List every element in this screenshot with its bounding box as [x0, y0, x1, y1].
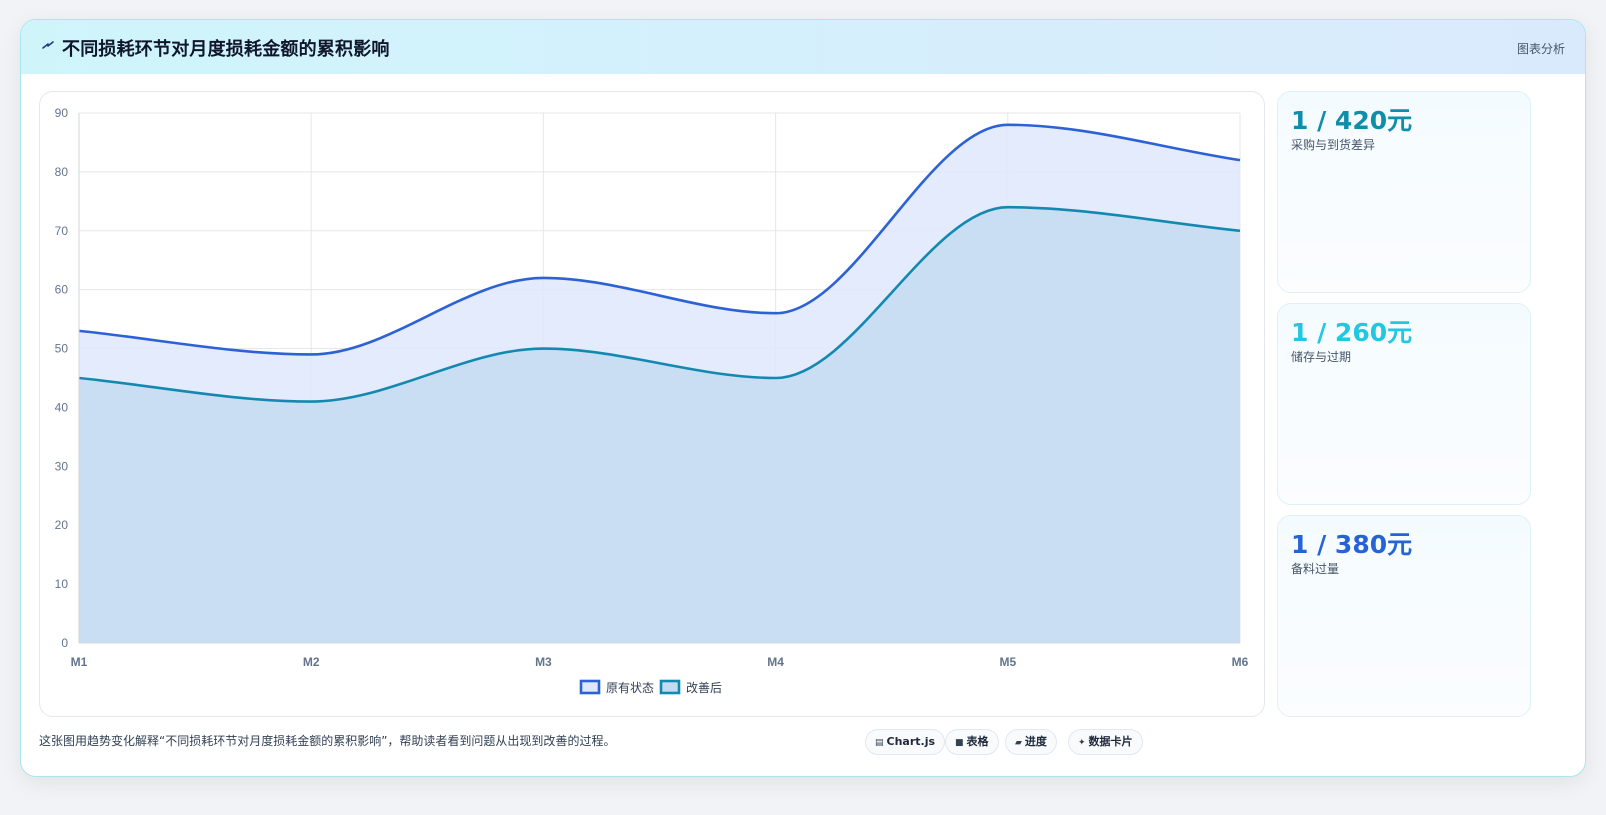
stat-label: 备料过量 [1291, 562, 1340, 576]
y-tick-label: 30 [55, 459, 69, 473]
stat-card-procurement: 1 / 420元 采购与到货差异 [1277, 91, 1531, 293]
y-tick-label: 10 [55, 577, 69, 591]
chip-table[interactable]: ■ 表格 [945, 729, 999, 755]
y-tick-label: 70 [55, 224, 69, 238]
chip-chartjs[interactable]: ▤ Chart.js [865, 729, 946, 755]
lightning-icon [42, 41, 54, 49]
x-tick-label: M5 [999, 655, 1016, 669]
chart-caption: 这张图用趋势变化解释“不同损耗环节对月度损耗金额的累积影响”，帮助读者看到问题从… [39, 734, 616, 748]
x-tick-label: M1 [71, 655, 88, 669]
chart-panel: 0 10 20 30 40 50 60 70 80 90 M1 M2 M3 M4 M5 M6 原有状态 改善后 [39, 91, 1265, 717]
y-tick-label: 0 [61, 636, 68, 650]
series-area [79, 207, 1240, 643]
stat-value: 1 / 420元 [1291, 106, 1413, 135]
legend-swatch [579, 679, 601, 695]
chip-label: 数据卡片 [1088, 735, 1133, 748]
table-icon: ■ [955, 738, 964, 748]
chart-card: 不同损耗环节对月度损耗金额的累积影响 图表分析 0 10 20 30 40 50 60 70 8… [20, 19, 1586, 777]
card-title: 不同损耗环节对月度损耗金额的累积影响 [62, 39, 390, 60]
legend-label: 原有状态 [606, 681, 654, 695]
card-icon: ✦ [1078, 738, 1086, 748]
x-tick-label: M2 [303, 655, 320, 669]
progress-icon: ▰ [1015, 738, 1022, 748]
stat-label: 储存与过期 [1291, 350, 1352, 364]
series-line [78, 205, 1241, 403]
chart-analysis-tag: 图表分析 [1516, 42, 1565, 56]
y-tick-label: 90 [55, 106, 69, 120]
chart-icon: ▤ [875, 738, 884, 748]
card-header: 不同损耗环节对月度损耗金额的累积影响 图表分析 [21, 20, 1585, 74]
chip-progress[interactable]: ▰ 进度 [1005, 729, 1057, 755]
chip-data-card[interactable]: ✦ 数据卡片 [1068, 729, 1143, 755]
x-tick-label: M6 [1232, 655, 1249, 669]
y-tick-label: 80 [55, 165, 69, 179]
y-tick-label: 20 [55, 518, 69, 532]
x-tick-label: M3 [535, 655, 552, 669]
chip-label: Chart.js [886, 735, 936, 748]
stat-value: 1 / 260元 [1291, 318, 1413, 347]
stat-card-prep: 1 / 380元 备料过量 [1277, 515, 1531, 717]
stat-label: 采购与到货差异 [1291, 138, 1376, 152]
stat-value: 1 / 380元 [1291, 530, 1413, 559]
chip-label: 表格 [966, 735, 989, 748]
y-tick-label: 40 [55, 400, 69, 414]
y-tick-label: 50 [55, 342, 69, 356]
stat-card-storage: 1 / 260元 储存与过期 [1277, 303, 1531, 505]
chip-label: 进度 [1024, 735, 1047, 748]
series-line [78, 123, 1241, 356]
y-tick-label: 60 [55, 283, 69, 297]
x-tick-label: M4 [767, 655, 784, 669]
area-chart: 0 10 20 30 40 50 60 70 80 90 M1 M2 M3 M4 M5 M6 原有状态 改善后 [55, 106, 1249, 695]
legend-label: 改善后 [686, 680, 722, 695]
legend-swatch [659, 679, 681, 695]
